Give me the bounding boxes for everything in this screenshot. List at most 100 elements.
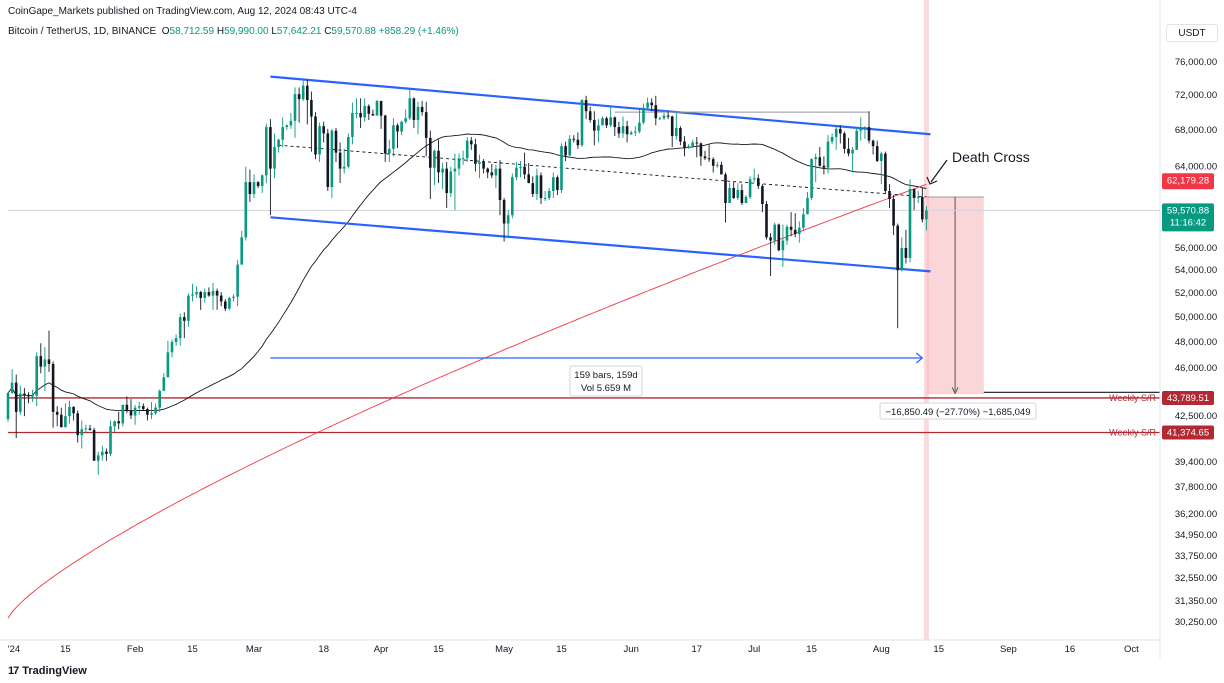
candle-body bbox=[334, 130, 338, 153]
candle bbox=[306, 79, 309, 125]
candle bbox=[683, 136, 686, 157]
candle bbox=[642, 103, 645, 125]
candle-body bbox=[326, 133, 330, 188]
candle bbox=[416, 101, 420, 135]
close-label: C bbox=[324, 26, 332, 37]
candle-body bbox=[101, 451, 104, 456]
candle bbox=[326, 128, 330, 191]
candle bbox=[318, 122, 321, 162]
range-vol-label: Vol 5.659 M bbox=[581, 383, 631, 394]
candle-body bbox=[236, 264, 239, 297]
candle-body bbox=[207, 292, 211, 296]
candle bbox=[68, 400, 71, 424]
candle-body bbox=[638, 122, 641, 132]
candle bbox=[412, 97, 416, 128]
candle bbox=[720, 161, 723, 175]
low-label: L bbox=[271, 26, 277, 37]
candle bbox=[916, 190, 920, 203]
candle bbox=[310, 91, 313, 152]
candle bbox=[638, 109, 641, 134]
candle-body bbox=[367, 106, 371, 114]
weekly-sr-label: Weekly S/R bbox=[1109, 393, 1156, 403]
candle bbox=[101, 445, 104, 461]
weekly-sr-badge: 43,789.51 bbox=[1162, 390, 1214, 405]
candle bbox=[437, 139, 440, 184]
ma200-price-badge-text: 62,179.28 bbox=[1167, 175, 1209, 186]
candle bbox=[31, 389, 34, 402]
candle bbox=[224, 299, 227, 312]
candle-body bbox=[498, 168, 502, 200]
candle bbox=[908, 179, 912, 263]
price-tick-label: 39,400.00 bbox=[1175, 457, 1217, 468]
candle bbox=[625, 120, 629, 143]
candle-body bbox=[601, 118, 604, 126]
candle-body bbox=[449, 171, 453, 193]
candle bbox=[904, 229, 908, 264]
candle bbox=[798, 221, 801, 243]
tradingview-brand[interactable]: 17 TradingView bbox=[8, 665, 87, 677]
candle bbox=[736, 183, 740, 200]
candle bbox=[777, 223, 781, 252]
symbol-name[interactable]: Bitcoin / TetherUS, 1D, BINANCE bbox=[8, 26, 157, 37]
candle bbox=[371, 109, 375, 116]
candle bbox=[125, 396, 129, 414]
candle-body bbox=[511, 177, 514, 216]
channel-lower-line bbox=[270, 216, 931, 273]
candle-body bbox=[560, 146, 563, 190]
candle bbox=[547, 188, 551, 200]
candle bbox=[166, 340, 170, 378]
candle-body bbox=[228, 297, 231, 309]
candle-body bbox=[535, 175, 539, 194]
candle bbox=[117, 411, 120, 430]
candle bbox=[228, 296, 231, 310]
candle bbox=[560, 143, 563, 193]
open-value: 58,712.59 bbox=[169, 26, 215, 37]
candle-body bbox=[461, 158, 465, 160]
candle-body bbox=[798, 227, 801, 235]
candle-body bbox=[232, 296, 235, 298]
candle bbox=[679, 126, 682, 146]
candle-body bbox=[14, 382, 18, 412]
candle bbox=[408, 88, 412, 120]
candle bbox=[699, 142, 703, 166]
candle bbox=[133, 404, 137, 425]
candle bbox=[383, 114, 387, 162]
candle-body bbox=[785, 226, 789, 241]
candle bbox=[810, 158, 813, 200]
candle bbox=[92, 427, 96, 461]
candle-body bbox=[363, 106, 366, 118]
candle bbox=[260, 174, 264, 193]
candle-body bbox=[301, 85, 305, 100]
candle bbox=[543, 190, 547, 201]
candle-body bbox=[679, 127, 682, 142]
candle-body bbox=[576, 139, 580, 146]
candle-body bbox=[146, 409, 149, 415]
candle-body bbox=[183, 317, 186, 321]
time-tick-label: 18 bbox=[318, 644, 329, 655]
candle-body bbox=[154, 407, 157, 414]
death-cross-arrowhead bbox=[926, 176, 938, 185]
candle-body bbox=[826, 141, 830, 168]
candle bbox=[662, 112, 666, 120]
candle bbox=[334, 127, 338, 162]
candle bbox=[363, 98, 366, 122]
candle bbox=[711, 157, 715, 173]
symbol-ohlc-line: Bitcoin / TetherUS, 1D, BINANCE O58,712.… bbox=[8, 26, 459, 37]
candle bbox=[199, 290, 202, 310]
currency-button[interactable]: USDT bbox=[1166, 24, 1218, 42]
candle-body bbox=[720, 164, 723, 175]
candle-body bbox=[133, 407, 137, 416]
candle-body bbox=[248, 182, 252, 194]
candle bbox=[404, 109, 407, 124]
candle bbox=[76, 410, 79, 443]
price-tick-label: 33,750.00 bbox=[1175, 551, 1217, 562]
candle bbox=[839, 125, 842, 144]
candle bbox=[912, 189, 916, 211]
candle-body bbox=[728, 188, 731, 203]
ma200-price-badge: 62,179.28 bbox=[1162, 173, 1214, 190]
candle-body bbox=[658, 118, 662, 120]
candle-body bbox=[109, 426, 112, 454]
channel-upper-line bbox=[270, 75, 931, 136]
time-tick-label: Feb bbox=[127, 644, 143, 655]
